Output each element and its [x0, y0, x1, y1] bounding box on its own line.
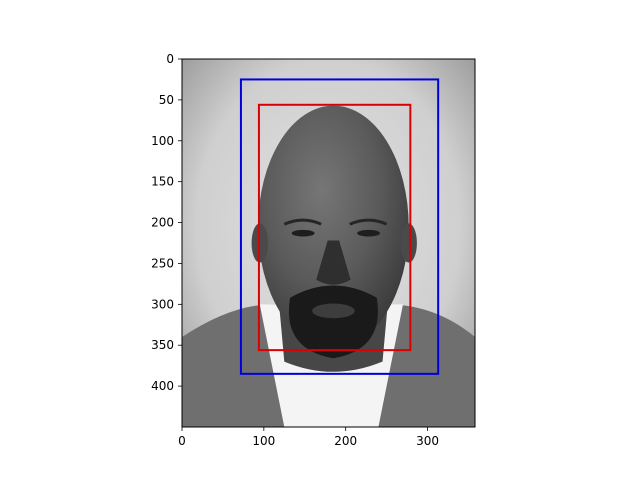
x-tick-label: 300 [416, 434, 439, 448]
y-tick-label: 300 [151, 297, 174, 311]
y-tick-label: 100 [151, 134, 174, 148]
photo-beard [288, 285, 378, 359]
photo-eye-right [357, 229, 381, 237]
photo-nose [316, 240, 351, 285]
portrait-photo [182, 59, 475, 427]
x-tick-label: 0 [178, 434, 186, 448]
x-axis: 0 100 200 300 [178, 427, 439, 448]
y-tick-label: 400 [151, 379, 174, 393]
photo-ear-right [400, 223, 417, 263]
x-tick-label: 100 [252, 434, 275, 448]
y-tick-label: 350 [151, 338, 174, 352]
outer-box [239, 78, 440, 375]
y-tick-label: 250 [151, 256, 174, 270]
axes-frame [181, 58, 476, 428]
x-tick-label: 200 [334, 434, 357, 448]
photo-brow-left [283, 218, 322, 226]
photo-head [258, 105, 409, 348]
photo-mouth [312, 303, 355, 319]
y-tick-label: 200 [151, 216, 174, 230]
y-axis: 0 50 100 150 200 250 300 350 400 [151, 52, 182, 393]
y-tick-label: 50 [159, 93, 174, 107]
photo-brow-right [349, 218, 388, 226]
axes: 0 100 200 300 0 50 100 150 200 250 300 350 400 [151, 52, 476, 448]
y-tick-label: 0 [166, 52, 174, 66]
photo-eye-left [291, 229, 315, 237]
y-tick-label: 150 [151, 175, 174, 189]
inner-box [257, 103, 412, 352]
